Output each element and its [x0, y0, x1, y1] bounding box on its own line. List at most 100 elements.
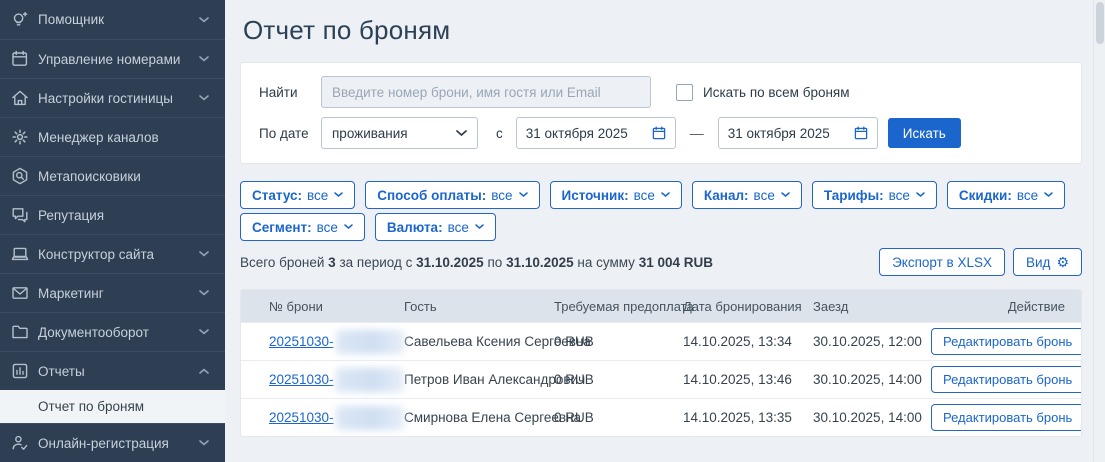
date-range-dash: — — [689, 125, 704, 141]
table-row: 20251030- Петров Иван Александрович 0 RU… — [241, 360, 1081, 398]
vertical-scrollbar[interactable] — [1093, 0, 1105, 462]
all-bookings-checkbox[interactable] — [676, 83, 693, 101]
export-xlsx-button[interactable]: Экспорт в XLSX — [879, 248, 1005, 276]
prepayment-value: 0 RUB — [554, 334, 594, 349]
sidebar-item-label: Менеджер каналов — [38, 129, 159, 145]
booking-date-value: 14.10.2025, 13:46 — [683, 372, 792, 387]
chevron-down-icon — [199, 56, 209, 62]
guest-name: Савельева Ксения Сергеевна — [404, 334, 591, 349]
view-settings-button[interactable]: Вид ⚙ — [1013, 248, 1082, 276]
booking-number-link[interactable]: 20251030- — [269, 372, 334, 387]
calendar-icon — [854, 126, 868, 140]
summary-count: 3 — [328, 254, 336, 270]
sidebar-item-label: Конструктор сайта — [38, 246, 155, 262]
sidebar-item-booking-report-active[interactable]: Отчет по броням — [0, 390, 225, 423]
summary-date-to: 31.10.2025 — [506, 254, 574, 270]
checkin-value: 30.10.2025, 14:00 — [813, 410, 922, 425]
chevron-down-icon — [475, 224, 484, 230]
sidebar-item-room-management[interactable]: Управление номерами — [0, 39, 225, 78]
col-header-booking-date: Дата бронирования — [683, 298, 802, 314]
sidebar-item-label: Отчеты — [38, 363, 85, 379]
booking-number-link[interactable]: 20251030- — [269, 410, 334, 425]
lightbulb-icon — [9, 10, 30, 30]
date-type-select[interactable]: проживания — [321, 117, 478, 149]
by-date-label: По дате — [259, 125, 309, 141]
home-icon — [9, 88, 30, 108]
filters-row-2: Сегмент: все Валюта: все — [240, 213, 1082, 241]
edit-booking-button[interactable]: Редактировать бронь — [931, 328, 1081, 355]
checkin-value: 30.10.2025, 12:00 — [813, 334, 922, 349]
edit-booking-button[interactable]: Редактировать бронь — [931, 366, 1081, 393]
sidebar-item-online-registration[interactable]: Онлайн-регистрация — [0, 423, 225, 462]
prepayment-value: 0 RUB — [554, 372, 594, 387]
chevron-down-icon — [199, 251, 209, 257]
chevron-down-icon — [518, 192, 528, 198]
sidebar-item-hotel-settings[interactable]: Настройки гостиницы — [0, 78, 225, 117]
metasearch-icon — [9, 166, 30, 186]
chevron-up-icon — [199, 368, 209, 374]
booking-date-value: 14.10.2025, 13:35 — [683, 410, 792, 425]
booking-number-link[interactable]: 20251030- — [269, 334, 334, 349]
chevron-down-icon — [916, 192, 925, 198]
toolbar: Экспорт в XLSX Вид ⚙ — [879, 248, 1082, 276]
person-check-icon — [9, 433, 30, 453]
sidebar-item-label: Помощник — [38, 12, 105, 27]
filters-row-1: Статус: все Способ оплаты: все Источник: вс… — [240, 181, 1082, 209]
filter-source[interactable]: Источник: все — [549, 181, 682, 209]
col-header-number: № брони — [269, 298, 323, 314]
page-title: Отчет по броням — [243, 15, 451, 45]
all-bookings-checkbox-label: Искать по всем броням — [703, 84, 850, 100]
from-label: с — [496, 125, 503, 141]
filter-channel[interactable]: Канал: все — [691, 181, 802, 209]
sidebar-subitem-label: Отчет по броням — [38, 399, 145, 414]
filter-discounts[interactable]: Скидки: все — [946, 181, 1066, 209]
booking-date-value: 14.10.2025, 13:34 — [683, 334, 792, 349]
chevron-down-icon — [199, 16, 209, 23]
sidebar-item-site-builder[interactable]: Конструктор сайта — [0, 234, 225, 273]
sidebar-item-marketing[interactable]: Маркетинг — [0, 273, 225, 312]
summary-date-from: 31.10.2025 — [416, 254, 484, 270]
date-to-field[interactable]: 31 октября 2025 — [717, 117, 878, 149]
summary-bar: Всего броней 3 за период с 31.10.2025 по… — [240, 248, 1082, 276]
search-button[interactable]: Искать — [887, 118, 961, 148]
reports-icon — [9, 361, 30, 381]
find-label: Найти — [259, 84, 298, 100]
guest-name: Петров Иван Александрович — [404, 372, 586, 387]
filter-tariffs[interactable]: Тарифы: все — [811, 181, 937, 209]
filter-status[interactable]: Статус: все — [240, 181, 356, 209]
filter-currency[interactable]: Валюта: все — [374, 213, 496, 241]
sidebar-item-label: Маркетинг — [38, 285, 104, 301]
sidebar-item-label: Документооборот — [38, 324, 149, 340]
sidebar-item-assistant[interactable]: Помощник — [0, 0, 225, 39]
search-input[interactable] — [321, 76, 651, 108]
redacted-booking-number — [335, 367, 404, 392]
calendar-icon — [652, 126, 666, 140]
redacted-booking-number — [335, 329, 404, 354]
filter-payment-method[interactable]: Способ оплаты: все — [365, 181, 540, 209]
sidebar-item-label: Метапоисковики — [38, 168, 141, 184]
chevron-down-icon — [1044, 192, 1053, 198]
laptop-icon — [9, 244, 30, 264]
folder-icon — [9, 322, 30, 342]
main-content: Отчет по броням Найти Искать по всем бро… — [225, 0, 1105, 462]
scrollbar-thumb[interactable] — [1096, 2, 1104, 44]
search-panel: Найти Искать по всем броням По дате прож… — [240, 62, 1082, 164]
sidebar-item-documents[interactable]: Документооборот — [0, 312, 225, 351]
edit-booking-button[interactable]: Редактировать бронь — [931, 404, 1081, 431]
chevron-down-icon — [344, 224, 353, 230]
sidebar-item-label: Настройки гостиницы — [38, 90, 173, 106]
redacted-booking-number — [335, 405, 404, 430]
col-header-checkin: Заезд — [813, 298, 849, 314]
date-from-value: 31 октября 2025 — [525, 125, 628, 141]
sidebar-item-metasearch[interactable]: Метапоисковики — [0, 156, 225, 195]
sidebar-item-channel-manager[interactable]: Менеджер каналов — [0, 117, 225, 156]
guest-name: Смирнова Елена Сергеевна — [404, 410, 581, 425]
chevron-down-icon — [456, 129, 467, 137]
checkin-value: 30.10.2025, 14:00 — [813, 372, 922, 387]
sidebar-item-reports[interactable]: Отчеты — [0, 351, 225, 390]
col-header-action: Действие — [1007, 298, 1065, 314]
date-from-field[interactable]: 31 октября 2025 — [515, 117, 676, 149]
calendar-icon — [9, 49, 30, 69]
filter-segment[interactable]: Сегмент: все — [240, 213, 365, 241]
sidebar-item-reputation[interactable]: Репутация — [0, 195, 225, 234]
